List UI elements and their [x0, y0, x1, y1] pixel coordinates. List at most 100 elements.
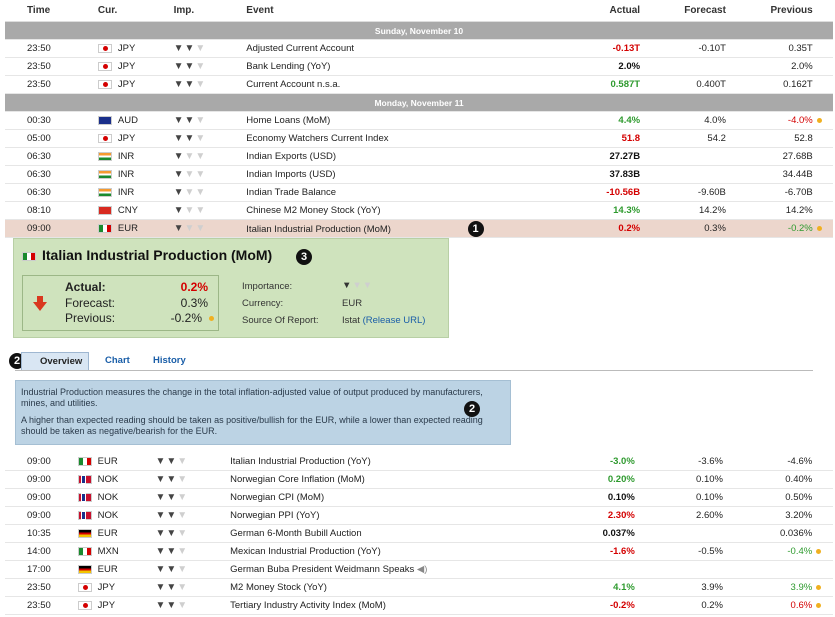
event-name[interactable]: Mexican Industrial Production (YoY) [230, 546, 381, 557]
table-row[interactable]: 23:50 JPY ▼▼▼ M2 Money Stock (YoY) 4.1% 3.9% 3… [5, 578, 833, 597]
event-name[interactable]: Norwegian Core Inflation (MoM) [230, 474, 365, 485]
event-name[interactable]: Norwegian PPI (YoY) [230, 510, 320, 521]
importance-bulls-icon: ▼▼▼ [155, 510, 189, 521]
event-name[interactable]: Chinese M2 Money Stock (YoY) [246, 205, 381, 216]
cell-revision [812, 488, 833, 507]
table-row[interactable]: 08:10 CNY ▼▼▼ Chinese M2 Money Stock (YoY) 1… [5, 201, 833, 220]
cell-time: 05:00 [5, 129, 98, 148]
de-flag-icon [77, 564, 92, 574]
table-row[interactable]: 23:50 JPY ▼▼▼ Current Account n.s.a. 0.587T 0… [5, 75, 833, 94]
importance-bulls-icon: ▼▼▼ [155, 600, 189, 611]
forecast-value: 0.3% [180, 296, 208, 310]
importance-bulls-icon: ▼▼▼ [155, 456, 189, 467]
table-row[interactable]: 10:35 EUR ▼▼▼ German 6-Month Bubill Auction… [5, 524, 833, 543]
cell-event[interactable]: German Buba President Weidmann Speaks ◀) [230, 560, 561, 579]
cell-time: 06:30 [5, 147, 98, 166]
table-row[interactable]: 23:50 JPY ▼▼▼ Adjusted Current Account -0.13… [5, 39, 833, 58]
table-row[interactable]: 00:30 AUD ▼▼▼ Home Loans (MoM) 4.4% 4.0% -4.0% [5, 111, 833, 130]
header-event[interactable]: Event [246, 0, 568, 22]
table-row[interactable]: 14:00 MXN ▼▼▼ Mexican Industrial Production… [5, 542, 833, 561]
table-row[interactable]: 17:00 EUR ▼▼▼ German Buba President Weidman… [5, 560, 833, 579]
cell-event[interactable]: Home Loans (MoM) [246, 111, 568, 130]
event-description: Industrial Production measures the chang… [15, 380, 511, 445]
currency-code: NOK [97, 510, 119, 521]
table-row[interactable]: 06:30 INR ▼▼▼ Indian Imports (USD) 37.83B 34.… [5, 165, 833, 184]
header-time[interactable]: Time [5, 0, 98, 22]
release-url-link[interactable]: (Release URL) [362, 315, 426, 326]
cell-revision [812, 75, 833, 94]
cell-event[interactable]: Chinese M2 Money Stock (YoY) [246, 201, 568, 220]
event-name[interactable]: German 6-Month Bubill Auction [230, 528, 362, 539]
jp-flag-icon [97, 79, 112, 89]
cell-currency: INR [97, 147, 174, 166]
header-importance[interactable]: Imp. [173, 0, 247, 22]
table-row[interactable]: 09:00 NOK ▼▼▼ Norwegian Core Inflation (MoM… [5, 470, 833, 489]
event-name[interactable]: German Buba President Weidmann Speaks [230, 564, 415, 575]
cell-actual: 2.0% [567, 57, 641, 76]
cell-currency: EUR [77, 560, 156, 579]
event-name[interactable]: Home Loans (MoM) [246, 115, 331, 126]
table-row[interactable]: 06:30 INR ▼▼▼ Indian Exports (USD) 27.27B 27.… [5, 147, 833, 166]
cell-event[interactable]: Indian Imports (USD) [246, 165, 568, 184]
event-name[interactable]: Current Account n.s.a. [246, 79, 341, 90]
event-name[interactable]: Indian Imports (USD) [246, 169, 336, 180]
table-row[interactable]: 09:00 NOK ▼▼▼ Norwegian CPI (MoM) 0.10% 0.10%… [5, 488, 833, 507]
cell-event[interactable]: Tertiary Industry Activity Index (MoM) [230, 596, 561, 615]
table-row[interactable]: 09:00 NOK ▼▼▼ Norwegian PPI (YoY) 2.30% 2.60%… [5, 506, 833, 525]
cell-currency: CNY [97, 201, 174, 220]
event-name[interactable]: Indian Trade Balance [246, 187, 337, 198]
event-name[interactable]: Tertiary Industry Activity Index (MoM) [230, 600, 386, 611]
cell-revision [812, 201, 833, 220]
currency-code: EUR [97, 564, 118, 575]
tab-history[interactable]: History [153, 355, 186, 366]
table-row[interactable]: 09:00 EUR ▼▼▼ Italian Industrial Production… [5, 453, 833, 471]
cell-event[interactable]: Mexican Industrial Production (YoY) [230, 542, 561, 561]
event-name[interactable]: Italian Industrial Production (YoY) [230, 456, 371, 467]
cell-time: 23:50 [5, 57, 98, 76]
header-previous[interactable]: Previous [725, 0, 813, 22]
event-name[interactable]: Italian Industrial Production (MoM) [246, 223, 391, 235]
cell-previous: -4.6% [722, 453, 813, 471]
cell-event[interactable]: Economy Watchers Current Index [246, 129, 568, 148]
event-name[interactable]: Bank Lending (YoY) [246, 61, 331, 72]
cell-importance: ▼▼▼ [155, 488, 231, 507]
header-actual[interactable]: Actual [567, 0, 641, 22]
cell-event[interactable]: Adjusted Current Account [246, 39, 568, 58]
cell-event[interactable]: Norwegian Core Inflation (MoM) [230, 470, 561, 489]
table-row[interactable]: 05:00 JPY ▼▼▼ Economy Watchers Current Inde… [5, 129, 833, 148]
table-row[interactable]: 23:50 JPY ▼▼▼ Tertiary Industry Activity In… [5, 596, 833, 615]
cell-event[interactable]: Current Account n.s.a. [246, 75, 568, 94]
cell-event[interactable]: German 6-Month Bubill Auction [230, 524, 561, 543]
cell-forecast [640, 147, 726, 166]
tab-chart[interactable]: Chart [105, 355, 130, 366]
cell-event[interactable]: M2 Money Stock (YoY) [230, 578, 561, 597]
event-name[interactable]: Economy Watchers Current Index [246, 133, 389, 144]
currency-code: NOK [97, 474, 119, 485]
cell-event[interactable]: Italian Industrial Production (MoM) 1 [246, 219, 568, 238]
event-name[interactable]: Norwegian CPI (MoM) [230, 492, 325, 503]
cell-importance: ▼▼▼ [155, 596, 231, 615]
event-name[interactable]: Adjusted Current Account [246, 43, 355, 54]
event-name[interactable]: Indian Exports (USD) [246, 151, 337, 162]
cell-forecast [634, 524, 723, 543]
cell-event[interactable]: Norwegian PPI (YoY) [230, 506, 561, 525]
cell-event[interactable]: Bank Lending (YoY) [246, 57, 568, 76]
header-currency[interactable]: Cur. [97, 0, 174, 22]
cell-previous: 0.6% [722, 596, 813, 615]
importance-label: Importance: [242, 281, 293, 292]
currency-code: JPY [97, 582, 116, 593]
cell-forecast: 14.2% [640, 201, 726, 220]
table-row[interactable]: 23:50 JPY ▼▼▼ Bank Lending (YoY) 2.0% 2.0% [5, 57, 833, 76]
cell-event[interactable]: Italian Industrial Production (YoY) [230, 453, 561, 471]
table-row[interactable]: 09:00 EUR ▼▼▼ Italian Industrial Production… [5, 219, 833, 238]
cell-event[interactable]: Indian Trade Balance [246, 183, 568, 202]
cell-event[interactable]: Norwegian CPI (MoM) [230, 488, 561, 507]
importance-bulls-icon: ▼▼▼ [173, 133, 207, 144]
cell-actual: -10.56B [567, 183, 641, 202]
table-row[interactable]: 06:30 INR ▼▼▼ Indian Trade Balance -10.56B -9… [5, 183, 833, 202]
header-forecast[interactable]: Forecast [640, 0, 726, 22]
tab-overview[interactable]: Overview [21, 352, 90, 370]
event-name[interactable]: M2 Money Stock (YoY) [230, 582, 327, 593]
cell-event[interactable]: Indian Exports (USD) [246, 147, 568, 166]
cell-importance: ▼▼▼ [155, 560, 231, 579]
